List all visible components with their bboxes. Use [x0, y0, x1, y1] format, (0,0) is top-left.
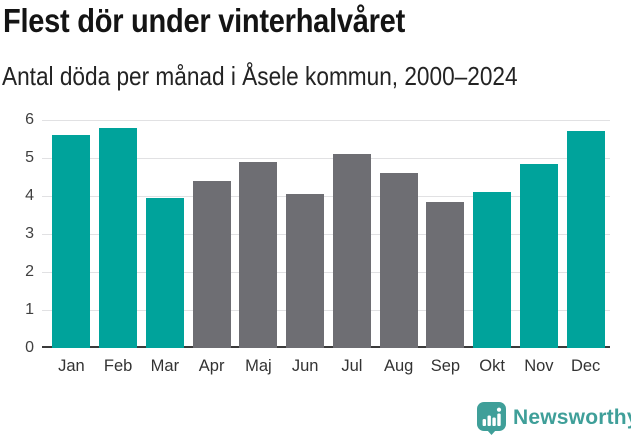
bar-jan: [52, 135, 91, 348]
chart-title: Flest dör under vinterhalvåret: [3, 2, 405, 39]
bar-slot-nov: [516, 120, 563, 348]
x-tick-label-apr: Apr: [198, 357, 225, 375]
y-tick-label-2: 2: [25, 263, 34, 280]
bar-slot-maj: [235, 120, 282, 348]
bar-slot-jun: [282, 120, 329, 348]
bar-maj: [239, 161, 278, 348]
brand-label: Newsworthy: [513, 406, 631, 429]
y-axis-labels: 0 1 2 3 4 5 6: [0, 111, 34, 356]
newsworthy-logo-icon: [476, 401, 507, 435]
y-tick-label-0: 0: [25, 339, 34, 356]
x-tick-label-feb: Feb: [103, 357, 133, 375]
x-tick-label-jul: Jul: [341, 357, 363, 375]
x-tick-label-mar: Mar: [150, 357, 180, 375]
gridline-4: [42, 196, 610, 197]
x-tick-label-sep: Sep: [430, 357, 461, 375]
bar-sep: [426, 201, 465, 348]
bar-mar: [145, 197, 184, 348]
x-tick-label-aug: Aug: [383, 357, 414, 375]
gridline-1: [42, 310, 610, 311]
bar-nov: [519, 163, 558, 348]
x-axis-line: [42, 346, 610, 348]
y-tick-label-6: 6: [25, 111, 34, 128]
x-tick-label-jun: Jun: [291, 357, 319, 375]
y-tick-label-1: 1: [25, 301, 34, 318]
bars: [48, 120, 609, 348]
bar-aug: [379, 173, 418, 348]
x-tick-label-nov: Nov: [524, 357, 554, 375]
gridline-2: [42, 272, 610, 273]
bar-slot-feb: [95, 120, 142, 348]
y-tick-label-5: 5: [25, 149, 34, 166]
y-tick-label-3: 3: [25, 225, 34, 242]
gridline-5: [42, 158, 610, 159]
bar-feb: [99, 127, 138, 348]
x-tick-label-okt: Okt: [479, 357, 505, 375]
chart-subtitle: Antal döda per månad i Åsele kommun, 200…: [2, 61, 518, 91]
bar-slot-mar: [142, 120, 189, 348]
bar-jul: [332, 154, 371, 348]
y-tick-label-4: 4: [25, 187, 34, 204]
bar-okt: [473, 192, 512, 348]
bar-slot-jul: [329, 120, 376, 348]
bar-slot-dec: [562, 120, 609, 348]
bar-apr: [192, 180, 231, 348]
bar-slot-sep: [422, 120, 469, 348]
bar-jun: [286, 194, 325, 348]
bar-slot-aug: [375, 120, 422, 348]
gridline-3: [42, 234, 610, 235]
bar-slot-okt: [469, 120, 516, 348]
bar-dec: [566, 131, 605, 348]
bar-slot-jan: [48, 120, 95, 348]
x-tick-label-dec: Dec: [570, 357, 601, 375]
bar-slot-apr: [188, 120, 235, 348]
x-axis-labels: Jan Feb Mar Apr Maj Jun Jul Aug Sep Okt Nov Dec: [48, 357, 609, 376]
x-tick-label-maj: Maj: [245, 357, 272, 375]
x-tick-label-jan: Jan: [58, 357, 85, 375]
brand: Newsworthy: [476, 401, 631, 435]
plot-area: [42, 120, 610, 348]
gridline-6: [42, 120, 610, 121]
